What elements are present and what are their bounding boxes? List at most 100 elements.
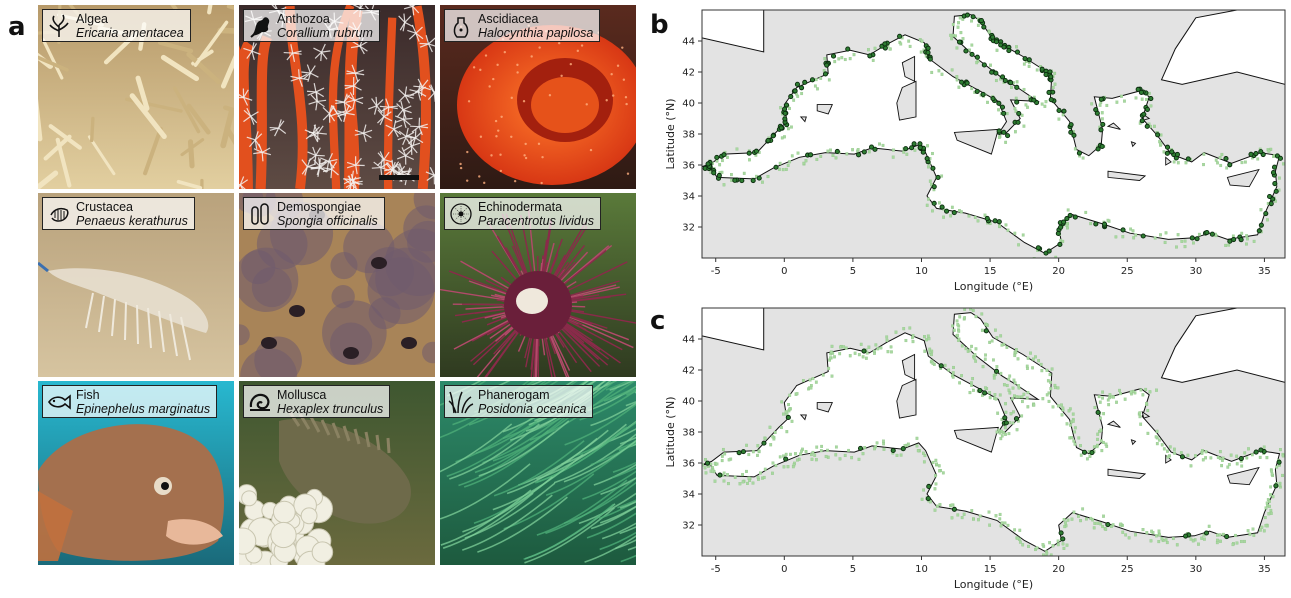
x-tick-label: -5 xyxy=(711,564,721,575)
species-label: Fish Epinephelus marginatus xyxy=(42,385,218,418)
species-name: Epinephelus marginatus xyxy=(76,401,211,416)
group-name: Ascidiacea xyxy=(478,11,539,26)
island xyxy=(1226,168,1260,188)
y-tick-label: 44 xyxy=(682,37,695,48)
x-axis: -5 0 5 10 15 20 25 30 35 xyxy=(711,556,1271,575)
island xyxy=(1106,122,1121,130)
species-label: Phanerogam Posidonia oceanica xyxy=(444,385,594,418)
species-tile-crustacea: Crustacea Penaeus kerathurus xyxy=(38,193,234,377)
island xyxy=(799,414,807,421)
seagrass-icon xyxy=(448,391,474,413)
alga-icon xyxy=(49,14,69,37)
atlantic xyxy=(661,469,702,556)
species-label: Ascidiacea Halocynthia papilosa xyxy=(444,9,601,42)
species-tile-echinodermata: Echinodermata Paracentrotus lividus xyxy=(440,193,636,377)
x-tick-label: 20 xyxy=(1052,266,1065,277)
occurrence-points xyxy=(704,328,1282,542)
y-tick-label: 44 xyxy=(682,335,695,346)
species-tile-ascidiacea: Ascidiacea Halocynthia papilosa xyxy=(440,5,636,189)
species-label: Anthozoa Corallium rubrum xyxy=(243,9,380,42)
species-tile-demospongiae: Demospongiae Spongia officinalis xyxy=(239,193,435,377)
y-axis: 32 34 36 38 40 42 44 xyxy=(682,335,702,532)
x-tick-label: 10 xyxy=(915,266,928,277)
snail-icon xyxy=(249,393,270,411)
map-panel-b: -5 0 5 10 15 20 25 30 35 32 34 36 38 40 42 44 Longitude … xyxy=(655,0,1291,300)
island xyxy=(1130,141,1137,148)
x-axis-title: Longitude (°E) xyxy=(954,280,1033,293)
y-tick-label: 36 xyxy=(682,161,695,172)
map-b-svg: -5 0 5 10 15 20 25 30 35 32 34 36 38 40 42 44 Longitude … xyxy=(664,9,1286,293)
group-name: Algea xyxy=(76,11,108,26)
x-tick-label: 0 xyxy=(781,266,787,277)
sponge-icon xyxy=(251,202,269,225)
species-label: Demospongiae Spongia officinalis xyxy=(243,197,385,230)
group-name: Mollusca xyxy=(277,387,327,402)
y-tick-label: 32 xyxy=(682,521,695,532)
y-tick-label: 32 xyxy=(682,223,695,234)
island xyxy=(799,116,807,123)
species-name: Halocynthia papilosa xyxy=(478,25,594,40)
x-tick-label: 25 xyxy=(1121,564,1134,575)
island xyxy=(896,80,917,121)
y-tick-label: 40 xyxy=(682,397,695,408)
species-photo-grid: Algea Ericaria amentacea Anthozoa Corallium… xyxy=(38,5,636,565)
species-name: Corallium rubrum xyxy=(277,25,373,40)
species-label: Algea Ericaria amentacea xyxy=(42,9,191,42)
urchin-icon xyxy=(450,202,472,225)
y-tick-label: 38 xyxy=(682,130,695,141)
species-tile-mollusca: Mollusca Hexaplex trunculus xyxy=(239,381,435,565)
y-axis: 32 34 36 38 40 42 44 xyxy=(682,37,702,234)
island xyxy=(896,378,917,419)
fish-icon xyxy=(48,393,71,410)
y-axis-title: Latitude (°N) xyxy=(664,98,677,169)
species-photo xyxy=(38,381,234,565)
group-name: Phanerogam xyxy=(478,387,550,402)
ascidian-icon xyxy=(453,16,469,38)
black-sea xyxy=(1160,308,1285,383)
species-tile-algea: Algea Ericaria amentacea xyxy=(38,5,234,189)
island xyxy=(1107,468,1147,479)
species-tile-phanerogam: Phanerogam Posidonia oceanica xyxy=(440,381,636,565)
y-tick-label: 36 xyxy=(682,459,695,470)
shrimp-icon xyxy=(50,207,69,222)
y-tick-label: 42 xyxy=(682,366,695,377)
species-name: Paracentrotus lividus xyxy=(478,213,595,228)
bay-of-biscay xyxy=(702,10,765,53)
island xyxy=(816,402,833,413)
species-tile-anthozoa: Anthozoa Corallium rubrum xyxy=(239,5,435,189)
y-tick-label: 34 xyxy=(682,490,695,501)
x-axis: -5 0 5 10 15 20 25 30 35 xyxy=(711,258,1271,277)
bay-of-biscay xyxy=(702,308,765,351)
map-panel-c: -5 0 5 10 15 20 25 30 35 32 34 36 38 40 42 44 Longitude … xyxy=(655,298,1291,598)
x-tick-label: 15 xyxy=(984,564,997,575)
island xyxy=(1141,410,1151,419)
x-tick-label: 5 xyxy=(850,266,856,277)
x-tick-label: 5 xyxy=(850,564,856,575)
black-sea xyxy=(1160,10,1285,85)
group-name: Fish xyxy=(76,387,100,402)
island xyxy=(1226,466,1260,486)
island xyxy=(1106,420,1121,428)
x-tick-label: 15 xyxy=(984,266,997,277)
x-tick-label: -5 xyxy=(711,266,721,277)
y-tick-label: 34 xyxy=(682,192,695,203)
x-tick-label: 35 xyxy=(1258,564,1271,575)
species-label: Echinodermata Paracentrotus lividus xyxy=(444,197,602,230)
coral-icon xyxy=(250,16,270,38)
island xyxy=(816,104,833,115)
species-name: Penaeus kerathurus xyxy=(76,213,188,228)
group-name: Demospongiae xyxy=(277,199,362,214)
y-tick-label: 40 xyxy=(682,99,695,110)
y-tick-label: 38 xyxy=(682,428,695,439)
x-tick-label: 20 xyxy=(1052,564,1065,575)
y-axis-title: Latitude (°N) xyxy=(664,396,677,467)
island xyxy=(953,128,999,155)
panel-label-a: a xyxy=(8,12,26,42)
y-tick-label: 42 xyxy=(682,68,695,79)
island xyxy=(901,55,916,83)
island xyxy=(1130,439,1137,446)
group-name: Echinodermata xyxy=(478,199,563,214)
island xyxy=(953,426,999,453)
x-tick-label: 35 xyxy=(1258,266,1271,277)
group-name: Anthozoa xyxy=(277,11,330,26)
